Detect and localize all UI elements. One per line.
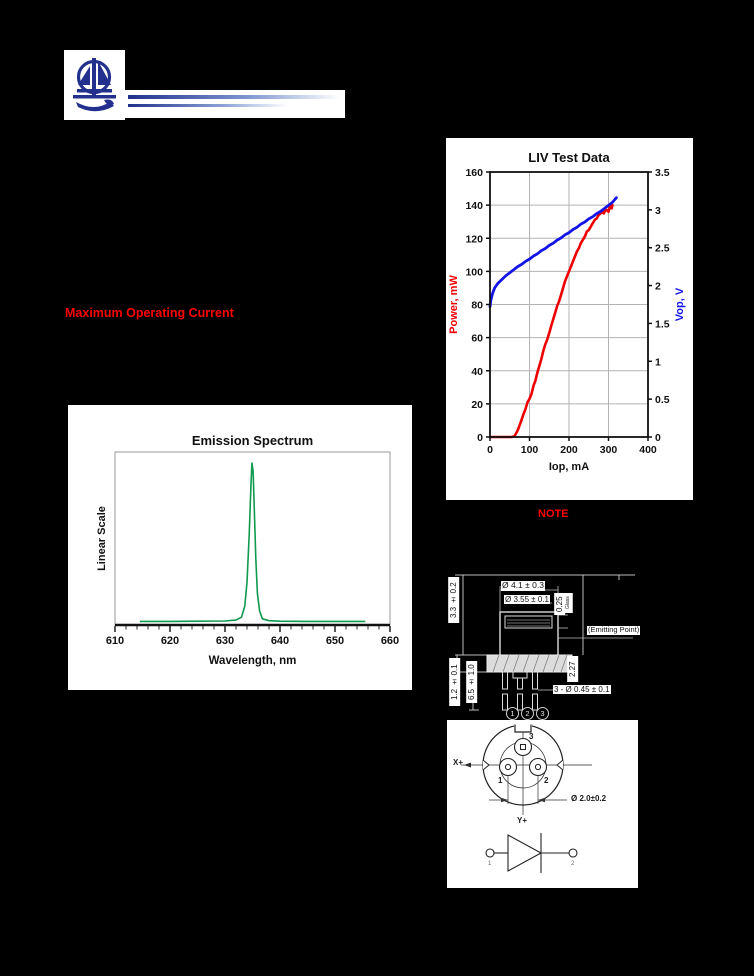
emission-chart-title: Emission Spectrum bbox=[192, 433, 313, 448]
tick-label-x: 620 bbox=[161, 635, 179, 647]
liv-ylabel-right: Vop, V bbox=[674, 287, 686, 321]
emission-ylabel: Linear Scale bbox=[96, 506, 108, 571]
dim-window-diameter: Ø 3.55 ± 0.1 bbox=[504, 595, 550, 605]
logo-swoosh-strip bbox=[125, 90, 345, 118]
dim-pin-circle-diameter: Ø 2.0±0.2 bbox=[571, 794, 607, 803]
heading-note: NOTE bbox=[538, 508, 569, 520]
glass-label: Glass bbox=[565, 593, 573, 613]
tick-label-right: 3.5 bbox=[655, 167, 670, 179]
bottom-view-pin1-label: 1 bbox=[498, 776, 503, 785]
tick-label-x: 650 bbox=[326, 635, 344, 647]
package-side-view-lines bbox=[455, 574, 635, 711]
tick-label-left: 80 bbox=[471, 300, 483, 312]
tick-label-right: 1.5 bbox=[655, 318, 670, 330]
bottom-view-y-axis-label: Y+ bbox=[517, 816, 528, 825]
liv-chart-title: LIV Test Data bbox=[528, 150, 610, 165]
package-bottom-view-panel: X+ Y+ 3 1 2 Ø 2.0±0.2 1 2 bbox=[447, 720, 638, 888]
tick-label-left: 140 bbox=[465, 200, 483, 212]
tick-label-x: 630 bbox=[216, 635, 234, 647]
tick-label-x: 400 bbox=[639, 444, 657, 456]
package-bottom-view-lines bbox=[461, 721, 592, 873]
tick-label-right: 0 bbox=[655, 432, 661, 444]
diode-terminal1-label: 1 bbox=[488, 861, 492, 867]
tick-label-x: 660 bbox=[381, 635, 399, 647]
emission-spectrum-chart: 610 620 630 640 650 660 Emission Spectrum Wavel… bbox=[68, 405, 412, 690]
dim-cap-diameter: Ø 4.1 ± 0.3 bbox=[501, 580, 545, 591]
liv-chart: 0 20 40 60 80 100 120 140 160 0 0.5 1 1.5 2 2.5 3 3.5 0 10… bbox=[446, 138, 693, 500]
tick-label-left: 40 bbox=[471, 366, 483, 378]
tick-label-x: 200 bbox=[560, 444, 578, 456]
heading-max-operating-current: Maximum Operating Current bbox=[65, 306, 234, 320]
tick-label-right: 3 bbox=[655, 205, 661, 217]
bottom-view-pin3-label: 3 bbox=[529, 732, 534, 741]
tick-label-left: 0 bbox=[477, 432, 483, 444]
dim-flange-thickness: 1.2 ± 0.1 bbox=[449, 658, 461, 706]
tick-label-x: 100 bbox=[521, 444, 539, 456]
emitting-point-label: (Emitting Point) bbox=[587, 625, 641, 635]
tick-label-left: 60 bbox=[471, 333, 483, 345]
tick-label-x: 300 bbox=[600, 444, 618, 456]
series-vop bbox=[488, 196, 618, 309]
pin-number-2: 2 bbox=[521, 707, 534, 720]
emission-chart-panel: 610 620 630 640 650 660 Emission Spectrum Wavel… bbox=[68, 405, 412, 690]
sailboat-logo-icon bbox=[73, 58, 116, 112]
pin-number-3: 3 bbox=[536, 707, 549, 720]
dim-pin-diameter: 3 - Ø 0.45 ± 0.1 bbox=[553, 685, 611, 695]
series-power bbox=[488, 203, 614, 439]
tick-label-x: 610 bbox=[106, 635, 124, 647]
tick-label-left: 160 bbox=[465, 167, 483, 179]
tick-label-right: 0.5 bbox=[655, 394, 670, 406]
tick-label-right: 2.5 bbox=[655, 243, 670, 255]
series-spectrum bbox=[139, 462, 366, 623]
tick-label-x: 640 bbox=[271, 635, 289, 647]
dim-pin-length: 6.5 ± 1.0 bbox=[466, 661, 478, 703]
tick-label-right: 2 bbox=[655, 281, 661, 293]
dim-emitting-height: 2.27 bbox=[567, 656, 579, 682]
diode-symbol bbox=[485, 833, 578, 873]
bottom-view-pin2-label: 2 bbox=[544, 776, 549, 785]
tick-label-left: 100 bbox=[465, 266, 483, 278]
liv-xlabel: Iop, mA bbox=[549, 461, 589, 473]
logo-swoosh-line-2 bbox=[128, 104, 288, 107]
diode-terminal2-label: 2 bbox=[571, 861, 575, 867]
logo-swoosh-line-1 bbox=[128, 95, 340, 99]
liv-chart-panel: 0 20 40 60 80 100 120 140 160 0 0.5 1 1.5 2 2.5 3 3.5 0 10… bbox=[446, 138, 693, 500]
logo-box bbox=[64, 50, 125, 120]
tick-label-x: 0 bbox=[487, 444, 493, 456]
package-side-view-drawing: 3.3 ± 0.2 Ø 4.1 ± 0.3 Ø 3.55 ± 0.1 0.25 … bbox=[447, 560, 642, 720]
bottom-view-x-axis-label: X+ bbox=[453, 758, 464, 767]
pin-number-1: 1 bbox=[506, 707, 519, 720]
dim-glass-thickness: 0.25 bbox=[554, 593, 566, 615]
liv-ylabel-left: Power, mW bbox=[448, 275, 460, 334]
tick-label-right: 1 bbox=[655, 356, 661, 368]
tick-label-left: 20 bbox=[471, 399, 483, 411]
dim-cap-height: 3.3 ± 0.2 bbox=[448, 577, 460, 623]
emission-xlabel: Wavelength, nm bbox=[209, 655, 297, 667]
tick-label-left: 120 bbox=[465, 233, 483, 245]
